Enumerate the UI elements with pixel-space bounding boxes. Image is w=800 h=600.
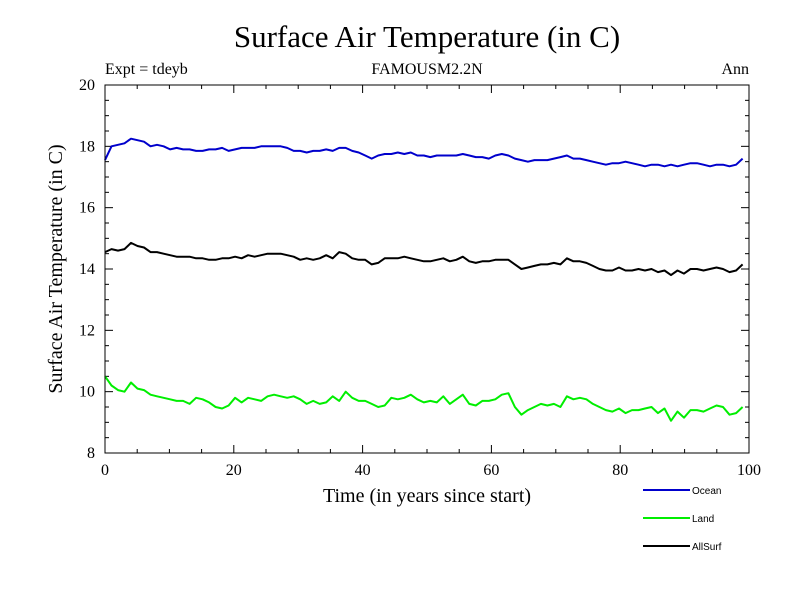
y-tick-label: 16 — [79, 200, 95, 217]
x-tick-label: 100 — [737, 462, 761, 479]
y-tick-label: 10 — [79, 384, 95, 401]
x-tick-label: 80 — [612, 462, 628, 479]
x-tick-label: 20 — [226, 462, 242, 479]
y-tick-label: 8 — [87, 445, 95, 462]
series-line-allsurf — [104, 241, 744, 277]
plot-frame — [104, 84, 750, 454]
y-tick-label: 18 — [79, 138, 95, 155]
chart-title: Surface Air Temperature (in C) — [234, 19, 620, 54]
y-tick-label: 14 — [79, 261, 95, 278]
subtitle-season: Ann — [721, 61, 749, 78]
legend: Ocean Land AllSurf — [643, 486, 722, 553]
legend-label-allsurf: AllSurf — [692, 542, 722, 553]
subtitle-model: FAMOUSM2.2N — [371, 61, 483, 78]
series-line-ocean — [104, 137, 744, 168]
series-lines — [104, 137, 744, 422]
series-line-land — [104, 375, 744, 422]
axis-ticks — [104, 84, 750, 454]
y-tick-label: 20 — [79, 77, 95, 94]
legend-label-land: Land — [692, 514, 714, 525]
tick-labels: 0 20 40 60 80 100 8 10 12 14 16 18 20 — [79, 77, 761, 479]
x-tick-label: 40 — [355, 462, 371, 479]
x-tick-label: 60 — [483, 462, 499, 479]
x-tick-label: 0 — [101, 462, 109, 479]
subtitle-experiment: Expt = tdeyb — [105, 61, 188, 78]
legend-label-ocean: Ocean — [692, 486, 721, 497]
y-tick-label: 12 — [79, 322, 95, 339]
x-axis-label: Time (in years since start) — [323, 485, 531, 507]
y-axis-label: Surface Air Temperature (in C) — [45, 144, 67, 393]
